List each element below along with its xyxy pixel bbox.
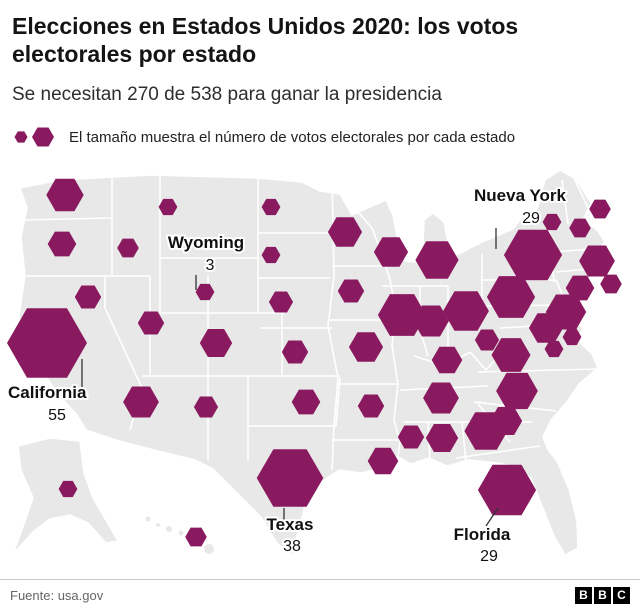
state-hexagon-co xyxy=(199,329,233,357)
state-hexagon-ks xyxy=(281,340,309,364)
state-hexagon-mt xyxy=(158,198,178,216)
state-hexagon-ar xyxy=(357,394,385,418)
hawaii-islands xyxy=(145,516,214,554)
state-hexagon-pa xyxy=(486,276,536,318)
state-hexagon-ma xyxy=(579,245,615,277)
us-electoral-map: Nueva York 29 Wyoming 3 California 55 Texas 38 F… xyxy=(6,169,622,567)
state-hexagon-nj xyxy=(545,294,587,330)
state-hexagon-nd xyxy=(261,198,281,216)
annotation-value: 3 xyxy=(206,257,215,274)
state-hexagon-mo xyxy=(348,332,384,362)
state-hexagon-hi xyxy=(185,527,207,547)
bbc-logo: B B C xyxy=(575,586,630,604)
annotation-label: Florida xyxy=(454,525,511,544)
state-hexagon-nm xyxy=(193,396,219,418)
hawaii-island xyxy=(166,526,172,532)
header: Elecciones en Estados Unidos 2020: los v… xyxy=(0,0,640,150)
state-hexagon-wy xyxy=(195,283,215,301)
state-hexagon-wa xyxy=(46,178,84,212)
legend-text: El tamaño muestra el número de votos ele… xyxy=(69,128,516,146)
state-hexagon-in xyxy=(413,305,449,337)
state-hexagon-ny xyxy=(503,229,563,281)
state-hexagon-mn xyxy=(327,217,363,247)
hawaii-island xyxy=(156,523,160,527)
state-hexagon-id xyxy=(117,238,139,258)
state-hexagon-dc xyxy=(544,340,564,358)
state-hexagon-sc xyxy=(489,407,523,435)
state-hexagon-ms xyxy=(397,425,425,449)
bbc-logo-block: C xyxy=(613,586,630,604)
source-credit: Fuente: usa.gov xyxy=(10,587,104,603)
state-hexagon-ok xyxy=(291,389,321,415)
state-hexagon-la xyxy=(367,447,399,475)
hawaii-island xyxy=(178,530,184,536)
map-container: Nueva York 29 Wyoming 3 California 55 Texas 38 F… xyxy=(0,158,640,578)
state-hexagon-nh xyxy=(569,218,591,238)
state-hexagon-ct xyxy=(565,275,595,301)
state-hexagon-ne xyxy=(268,291,294,313)
state-hexagon-tn xyxy=(423,382,459,414)
state-hexagon-tx xyxy=(256,449,324,507)
state-hexagon-fl xyxy=(477,464,537,516)
annotation-label: Texas xyxy=(267,515,314,534)
state-hexagon-oh xyxy=(443,291,489,331)
annotation-value: 38 xyxy=(283,538,301,555)
state-hexagon-ky xyxy=(431,346,463,374)
state-hexagon-il xyxy=(377,294,427,336)
legend-small-hexagon-icon xyxy=(14,131,28,143)
annotation-value: 55 xyxy=(48,407,66,424)
legend-large-hexagon-icon xyxy=(32,127,54,147)
state-hexagon-me xyxy=(589,199,611,219)
state-hexagon-nv xyxy=(74,285,102,309)
annotation-label: Wyoming xyxy=(168,233,244,252)
annotation-value: 29 xyxy=(522,210,540,227)
annotation-value: 29 xyxy=(480,548,498,565)
state-hexagon-mi xyxy=(415,241,459,279)
state-hexagon-ia xyxy=(337,279,365,303)
size-legend: El tamaño muestra el número de votos ele… xyxy=(12,124,626,150)
hawaii-island xyxy=(204,544,214,554)
annotation-line xyxy=(485,507,499,527)
state-hexagons-layer xyxy=(7,178,622,547)
state-hexagon-al xyxy=(425,424,459,452)
state-hexagon-ca xyxy=(7,308,87,378)
state-hexagon-nc xyxy=(496,372,538,410)
annotation-label: Nueva York xyxy=(474,186,567,205)
state-hexagon-ak xyxy=(58,480,78,498)
bbc-logo-block: B xyxy=(594,586,611,604)
annotations-layer: Nueva York 29 Wyoming 3 California 55 Texas 38 F… xyxy=(6,184,569,567)
page-title: Elecciones en Estados Unidos 2020: los v… xyxy=(12,13,519,68)
bbc-logo-block: B xyxy=(575,586,592,604)
state-hexagon-az xyxy=(123,386,159,418)
state-hexagon-wv xyxy=(474,329,500,351)
state-hexagon-vt xyxy=(542,213,562,231)
state-hexagon-wi xyxy=(373,237,409,267)
legend-hexagons-icon xyxy=(14,127,54,147)
hawaii-island xyxy=(145,516,151,522)
state-hexagon-va xyxy=(491,338,531,372)
footer: Fuente: usa.gov B B C xyxy=(0,579,640,610)
state-hexagon-sd xyxy=(261,246,281,264)
state-hexagon-or xyxy=(47,231,77,257)
us-mainland-shape xyxy=(18,169,606,557)
state-hexagon-ut xyxy=(137,311,165,335)
annotation-label: California xyxy=(8,383,87,402)
subtitle: Se necesitan 270 de 538 para ganar la pr… xyxy=(12,84,442,106)
state-hexagon-de xyxy=(562,328,582,346)
state-hexagon-ri xyxy=(600,274,622,294)
